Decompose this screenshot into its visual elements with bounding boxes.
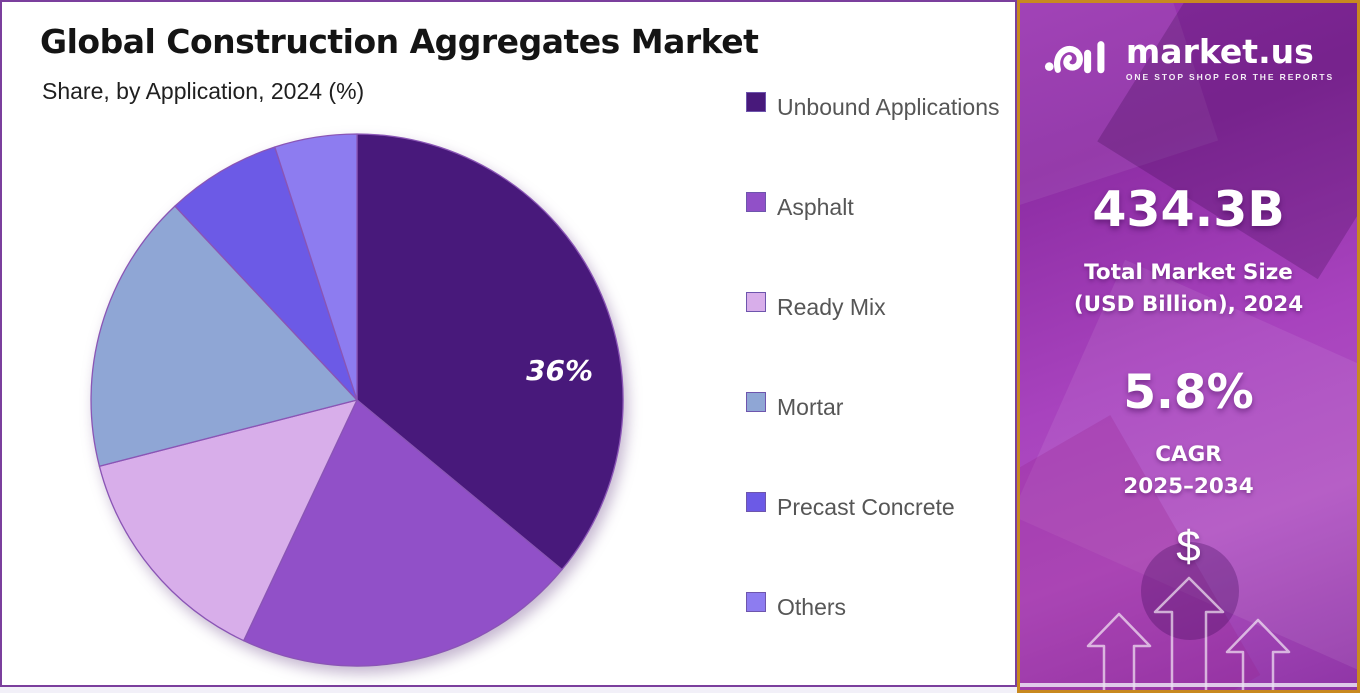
market-size-label-line1: Total Market Size bbox=[1084, 260, 1293, 285]
pie-slice-unbound-applications bbox=[356, 133, 624, 571]
cagr-label: CAGR 2025–2034 bbox=[1020, 439, 1357, 504]
pie-slice-asphalt bbox=[243, 399, 563, 667]
brand-tagline: ONE STOP SHOP FOR THE REPORTS bbox=[1125, 71, 1335, 82]
pie-slice-ready-mix bbox=[98, 399, 358, 642]
growth-arrows-icon bbox=[1086, 542, 1291, 690]
legend-item-ready-mix: Ready Mix bbox=[746, 288, 886, 328]
legend-swatch bbox=[746, 192, 766, 212]
brand-sidebar: market.us ONE STOP SHOP FOR THE REPORTS … bbox=[1017, 0, 1360, 693]
legend-label: Mortar bbox=[777, 394, 844, 420]
pie-chart-svg: 36% bbox=[90, 133, 624, 667]
chart-title: Global Construction Aggregates Market bbox=[40, 22, 759, 61]
chart-subtitle: Share, by Application, 2024 (%) bbox=[42, 78, 365, 104]
marketus-logo-icon bbox=[1044, 41, 1105, 74]
legend-item-others: Others bbox=[746, 588, 846, 628]
chart-legend: Unbound Applications Asphalt Ready Mix Mort… bbox=[746, 2, 1011, 689]
market-size-block: 434.3B bbox=[1020, 185, 1357, 234]
market-size-label-line2: (USD Billion), 2024 bbox=[1073, 292, 1304, 318]
cagr-label-line1: CAGR bbox=[1155, 442, 1222, 467]
pie-slice-precast-concrete bbox=[174, 146, 358, 401]
brand-logo: market.us ONE STOP SHOP FOR THE REPORTS bbox=[1020, 33, 1357, 83]
legend-swatch bbox=[746, 492, 766, 512]
pie-data-label-unbound-applications: 36% bbox=[526, 354, 593, 387]
market-size-value: 434.3B bbox=[1092, 181, 1285, 238]
legend-label: Others bbox=[777, 594, 847, 620]
legend-label: Asphalt bbox=[777, 194, 854, 220]
legend-swatch bbox=[746, 592, 766, 612]
brand-name: market.us bbox=[1125, 31, 1314, 71]
legend-label: Unbound Applications bbox=[777, 94, 1000, 120]
pie-slice-mortar bbox=[90, 205, 358, 467]
legend-label: Precast Concrete bbox=[777, 494, 955, 520]
legend-swatch bbox=[746, 92, 766, 112]
sidebar-bottom-strip bbox=[1020, 683, 1357, 687]
pie-chart: 36% bbox=[87, 126, 631, 676]
legend-swatch bbox=[746, 292, 766, 312]
legend-item-asphalt: Asphalt bbox=[746, 188, 854, 228]
pie-slice-others bbox=[274, 133, 358, 401]
chart-panel: Global Construction Aggregates Market Sh… bbox=[0, 0, 1017, 687]
legend-swatch bbox=[746, 392, 766, 412]
dollar-icon: $ bbox=[1176, 522, 1201, 571]
cagr-label-line2: 2025–2034 bbox=[1123, 474, 1254, 500]
legend-item-precast-concrete: Precast Concrete bbox=[746, 488, 955, 528]
cagr-value: 5.8% bbox=[1123, 365, 1254, 420]
legend-item-mortar: Mortar bbox=[746, 388, 843, 428]
market-size-label: Total Market Size (USD Billion), 2024 bbox=[1020, 257, 1357, 322]
legend-item-unbound-applications: Unbound Applications bbox=[746, 88, 1000, 128]
cagr-block: 5.8% bbox=[1020, 369, 1357, 416]
legend-label: Ready Mix bbox=[777, 294, 886, 320]
